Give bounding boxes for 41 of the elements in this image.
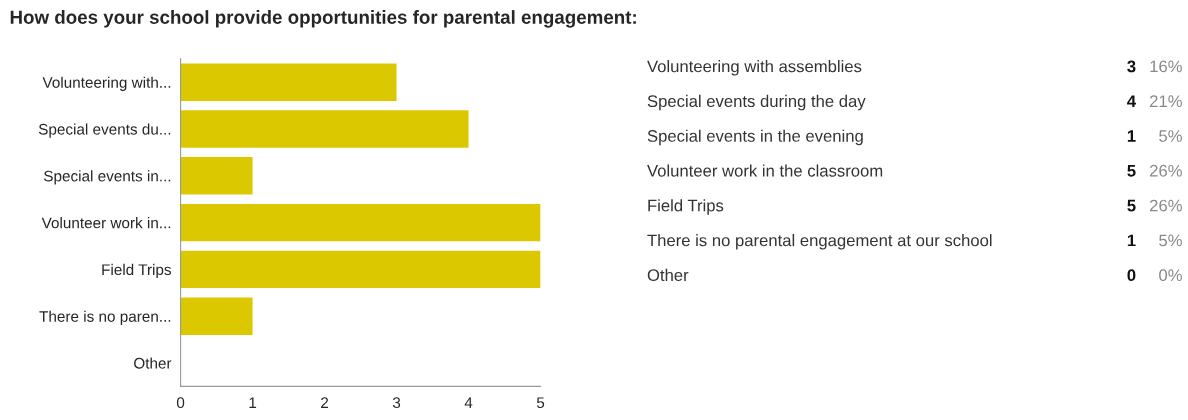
x-tick-label: 3 xyxy=(392,397,401,409)
bar xyxy=(180,110,469,148)
text: 0 xyxy=(1127,269,1136,282)
text: 4 xyxy=(1127,95,1136,107)
text: There is no parental engagement at our school xyxy=(647,234,992,250)
bar xyxy=(180,250,541,289)
bar xyxy=(180,297,253,335)
bar xyxy=(180,203,541,242)
text: Field Trips xyxy=(648,199,724,215)
y-tick-label: There is no paren... xyxy=(39,310,171,325)
bar xyxy=(180,157,253,195)
text: Other xyxy=(647,268,689,282)
y-tick-label: Other xyxy=(134,357,172,369)
y-tick-label: Volunteer work in... xyxy=(41,217,171,229)
x-tick-label: 5 xyxy=(536,397,545,409)
text: Volunteering with assemblies xyxy=(647,60,862,76)
text: 1 xyxy=(1127,234,1136,247)
text: Volunteer work in the classroom xyxy=(647,164,883,177)
text: 16% xyxy=(1150,60,1182,73)
text: 5% xyxy=(1159,130,1182,142)
text: Special events during the day xyxy=(647,94,866,111)
x-tick-label: 0 xyxy=(176,397,185,409)
y-tick-label: Special events du... xyxy=(38,123,171,138)
y-tick-label: Special events in... xyxy=(44,170,171,185)
x-tick-label: 4 xyxy=(464,397,473,408)
chart-title: How does your school provide opportunities for parental engagement: xyxy=(10,10,636,28)
text: 5% xyxy=(1159,234,1182,247)
bar xyxy=(180,63,397,101)
text: 1 xyxy=(1127,130,1136,142)
text: 5 xyxy=(1127,199,1136,212)
text: 5 xyxy=(1127,165,1136,177)
y-tick-label: Volunteering with... xyxy=(42,76,171,91)
y-tick-label: Field Trips xyxy=(102,263,171,279)
text: Special events in the evening xyxy=(647,129,863,146)
x-tick-label: 2 xyxy=(321,397,329,408)
text: 21% xyxy=(1150,95,1182,108)
text: 26% xyxy=(1150,164,1182,177)
x-tick-label: 1 xyxy=(249,397,257,408)
text: 3 xyxy=(1127,60,1136,73)
text: 0% xyxy=(1159,269,1182,282)
text: 26% xyxy=(1150,199,1182,212)
